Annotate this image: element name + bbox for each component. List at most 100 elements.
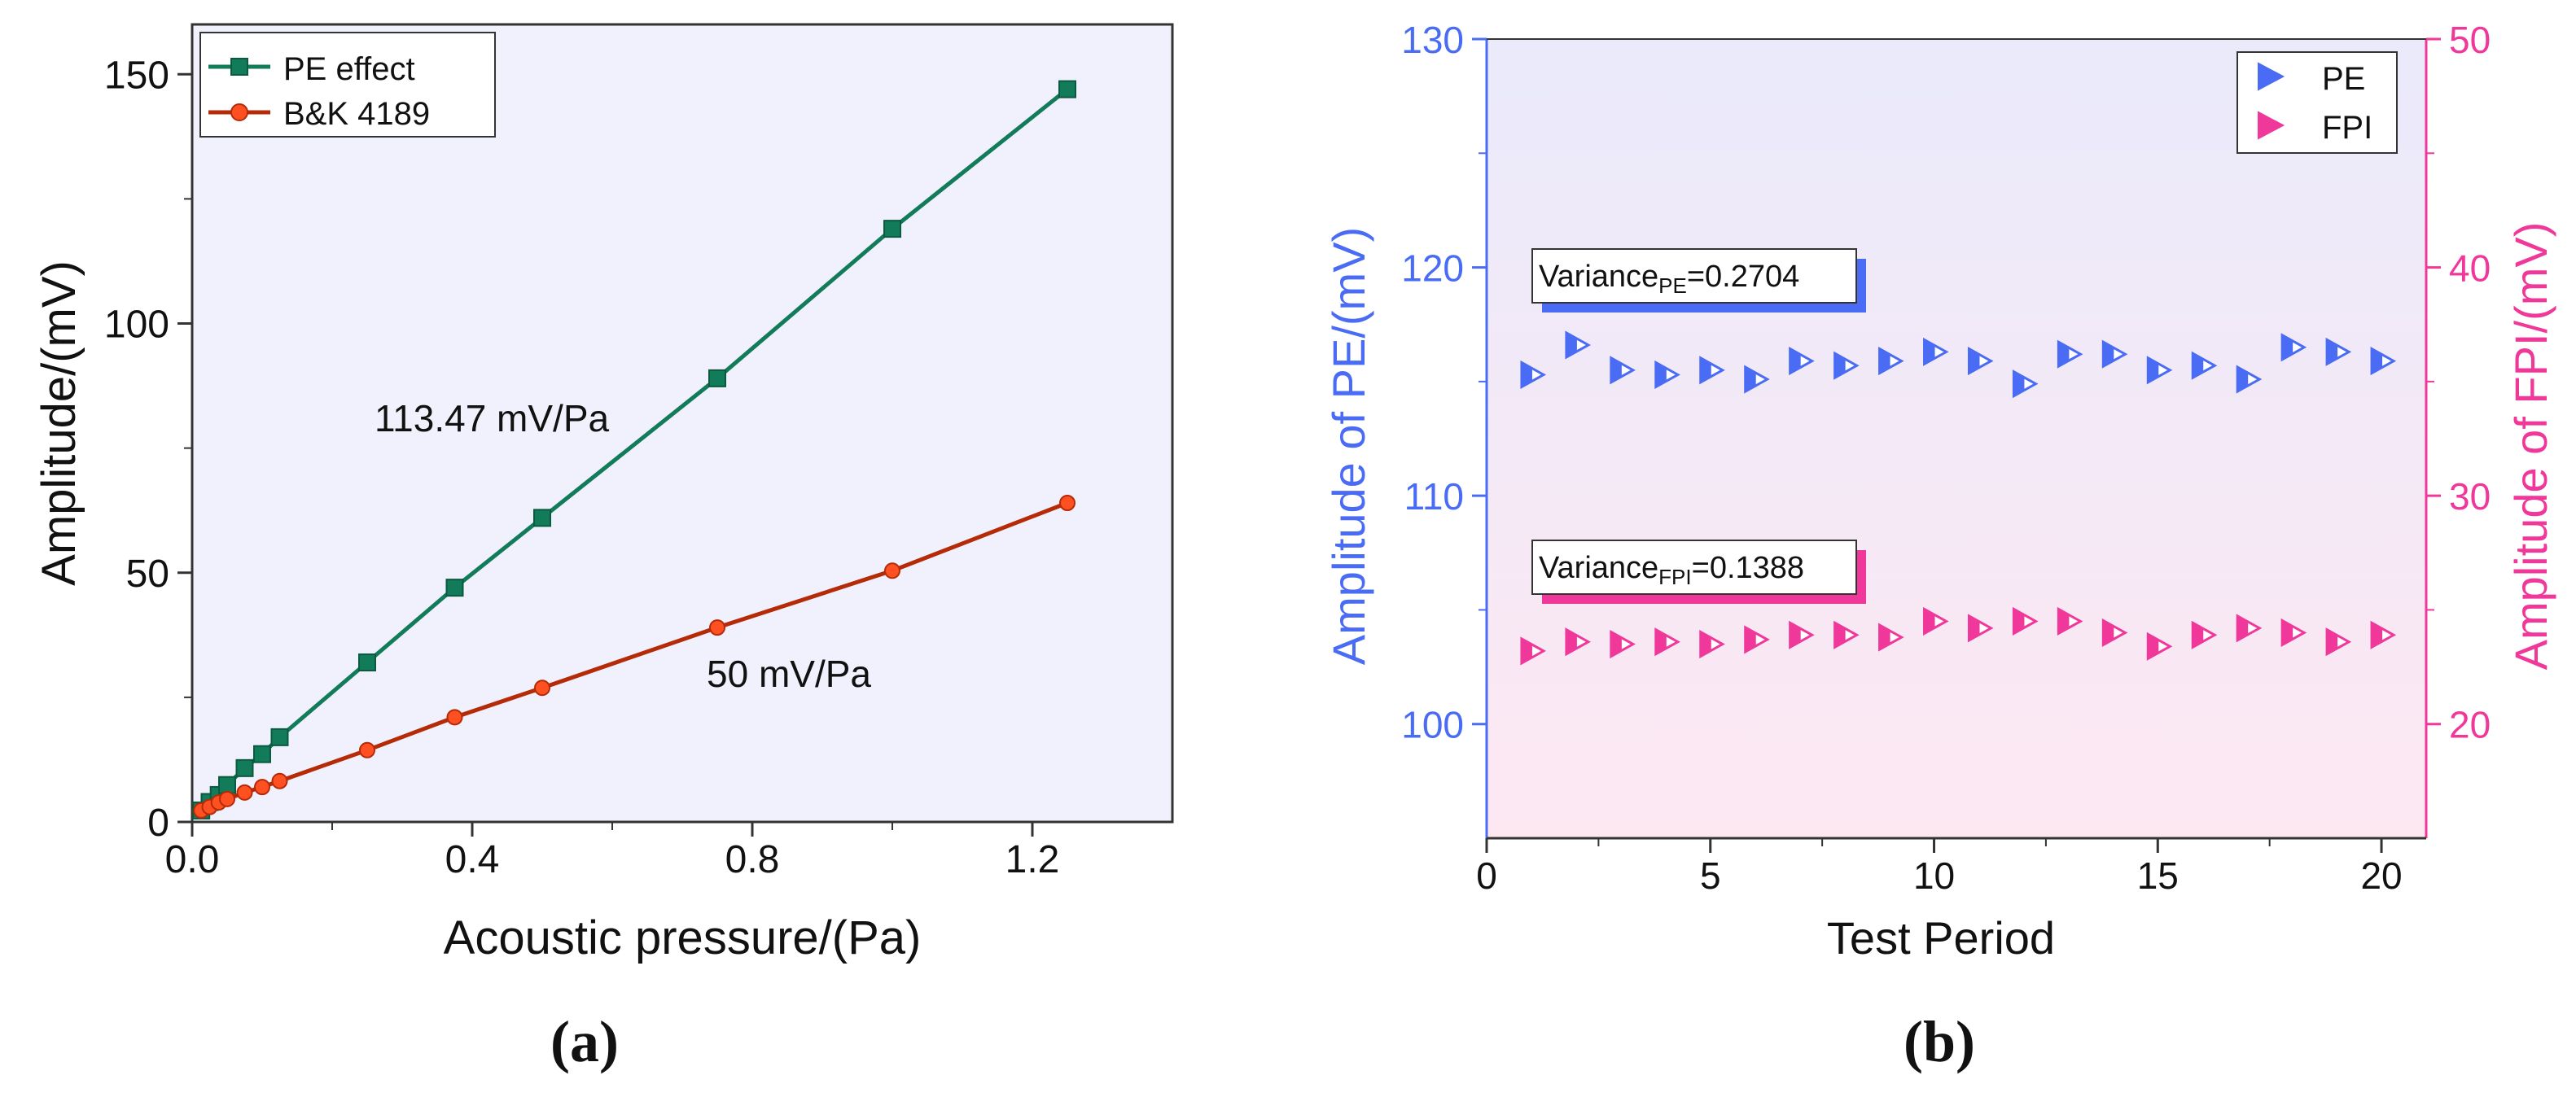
data-point-pe-effect (445, 579, 464, 597)
data-point-pe-effect (358, 653, 376, 671)
legend-marker-bk (230, 103, 248, 121)
legend-label-pe: PE effect (283, 51, 415, 87)
data-point-pe-effect (270, 728, 289, 746)
data-point-bk-4189 (359, 741, 375, 758)
x-tick-label-b: 0 (1476, 854, 1497, 897)
panel-label-b: (b) (1904, 1009, 1975, 1074)
y-tick-label-left-b: 100 (1401, 704, 1464, 746)
y-tick-label-right-b: 50 (2449, 19, 2491, 61)
data-point-pe-fill (1610, 357, 1622, 382)
y-tick-label-a: 150 (104, 54, 169, 97)
y-tick-label-left-b: 130 (1401, 19, 1464, 61)
y-axis-ticks-right-b: 20 30 40 50 (2426, 19, 2491, 746)
variance-fpi-box (1531, 540, 1857, 595)
legend-label-fpi-b: FPI (2322, 110, 2372, 146)
legend-label-bk: B&K 4189 (283, 96, 430, 132)
data-point-fpi-fill (1969, 615, 1980, 640)
data-point-fpi-fill (2372, 623, 2383, 648)
plot-area-b (1487, 39, 2426, 838)
x-tick-label-a: 0.0 (165, 838, 220, 881)
y-tick-label-right-b: 20 (2449, 704, 2491, 746)
x-axis-ticks-b: 0 5 10 15 20 (1476, 838, 2403, 897)
data-point-pe-effect (708, 369, 726, 387)
data-point-fpi-fill (2282, 620, 2293, 645)
data-point-fpi-fill (1834, 623, 1846, 648)
data-point-pe-fill (2148, 357, 2159, 382)
data-point-pe-fill (1745, 367, 1756, 392)
variance-fpi-main: Variance (1539, 551, 1658, 585)
data-point-fpi-fill (1655, 629, 1667, 654)
data-point-bk-4189 (271, 772, 288, 789)
legend-box-a (199, 32, 496, 138)
data-point-bk-4189 (1059, 495, 1076, 511)
data-point-pe-effect (533, 509, 551, 527)
x-axis-ticks-a: 0.0 0.4 0.8 1.2 (165, 822, 1059, 881)
variance-fpi-value: =0.1388 (1692, 551, 1804, 585)
y-tick-label-right-b: 30 (2449, 475, 2491, 518)
series-markers-b (1520, 330, 2397, 666)
data-point-bk-4189 (254, 779, 270, 796)
data-point-pe-fill (1969, 348, 1980, 374)
panel-label-a: (a) (550, 1009, 619, 1074)
x-axis-label-a: Acoustic pressure/(Pa) (444, 911, 922, 964)
data-point-fpi-fill (2013, 609, 2025, 634)
variance-fpi-annotation: VarianceFPI=0.1388 (1531, 540, 1866, 604)
data-point-pe-fill (2372, 348, 2383, 374)
y-tick-label-right-b: 40 (2449, 247, 2491, 290)
data-point-pe-effect (883, 220, 901, 238)
data-point-fpi-fill (1521, 638, 1532, 663)
y-tick-label-a: 100 (104, 304, 169, 347)
variance-pe-annotation: VariancePE=0.2704 (1531, 248, 1866, 312)
data-point-fpi-fill (2148, 634, 2159, 659)
data-point-fpi-fill (1610, 632, 1622, 657)
variance-pe-sub: PE (1658, 273, 1687, 298)
variance-fpi-text: VarianceFPI=0.1388 (1539, 551, 1804, 589)
variance-pe-value: =0.2704 (1687, 260, 1799, 294)
data-point-bk-4189 (446, 709, 463, 726)
legend-b: PE FPI (2236, 51, 2398, 154)
data-point-fpi-fill (1566, 629, 1577, 654)
variance-pe-text: VariancePE=0.2704 (1539, 260, 1799, 298)
x-tick-label-b: 5 (1700, 854, 1721, 897)
legend-marker-fpi-b (2258, 111, 2285, 140)
data-point-fpi-fill (1790, 623, 1801, 648)
x-tick-label-b: 20 (2360, 854, 2402, 897)
data-point-bk-4189 (709, 619, 725, 636)
y-tick-label-left-b: 120 (1401, 247, 1464, 290)
series-markers-a (192, 80, 1076, 819)
data-point-fpi-fill (1879, 625, 1890, 650)
variance-pe-main: Variance (1539, 260, 1658, 294)
y-tick-label-a: 50 (126, 553, 169, 596)
data-point-pe-fill (2237, 367, 2249, 392)
data-point-pe-effect (253, 745, 271, 763)
data-point-fpi-fill (2193, 623, 2204, 648)
data-point-bk-4189 (219, 790, 235, 807)
legend-marker-pe (230, 58, 248, 76)
x-tick-label-b: 15 (2137, 854, 2179, 897)
y-tick-label-a: 0 (147, 802, 169, 845)
data-point-pe-fill (1790, 348, 1801, 374)
x-axis-label-b: Test Period (1827, 912, 2055, 964)
data-point-fpi-fill (2327, 629, 2338, 654)
x-tick-label-a: 0.4 (445, 838, 500, 881)
data-point-pe-fill (2058, 342, 2070, 367)
data-point-pe-fill (2193, 353, 2204, 378)
chart-panel-a: 0.0 0.4 0.8 1.2 0 50 100 150 Acoustic pressure… (33, 23, 1174, 1074)
data-point-pe-effect (235, 758, 254, 777)
data-point-fpi-fill (1924, 609, 1935, 634)
data-point-fpi-fill (2058, 609, 2070, 634)
slope-annotation-bk: 50 mV/Pa (707, 653, 871, 695)
data-point-pe-fill (1566, 332, 1577, 357)
data-point-fpi-fill (1700, 632, 1711, 657)
y-axis-ticks-left-b: 100 110 120 130 (1401, 19, 1487, 746)
y-axis-label-a: Amplitude/(mV) (33, 260, 85, 586)
legend-label-pe-b: PE (2322, 61, 2365, 97)
data-point-pe-fill (1879, 348, 1890, 374)
legend-a: PE effect B&K 4189 (199, 32, 496, 138)
data-point-pe-fill (1521, 362, 1532, 387)
data-point-pe-fill (1924, 339, 1935, 365)
data-point-bk-4189 (236, 784, 253, 801)
data-point-pe-effect (218, 776, 236, 794)
data-point-bk-4189 (884, 562, 900, 579)
